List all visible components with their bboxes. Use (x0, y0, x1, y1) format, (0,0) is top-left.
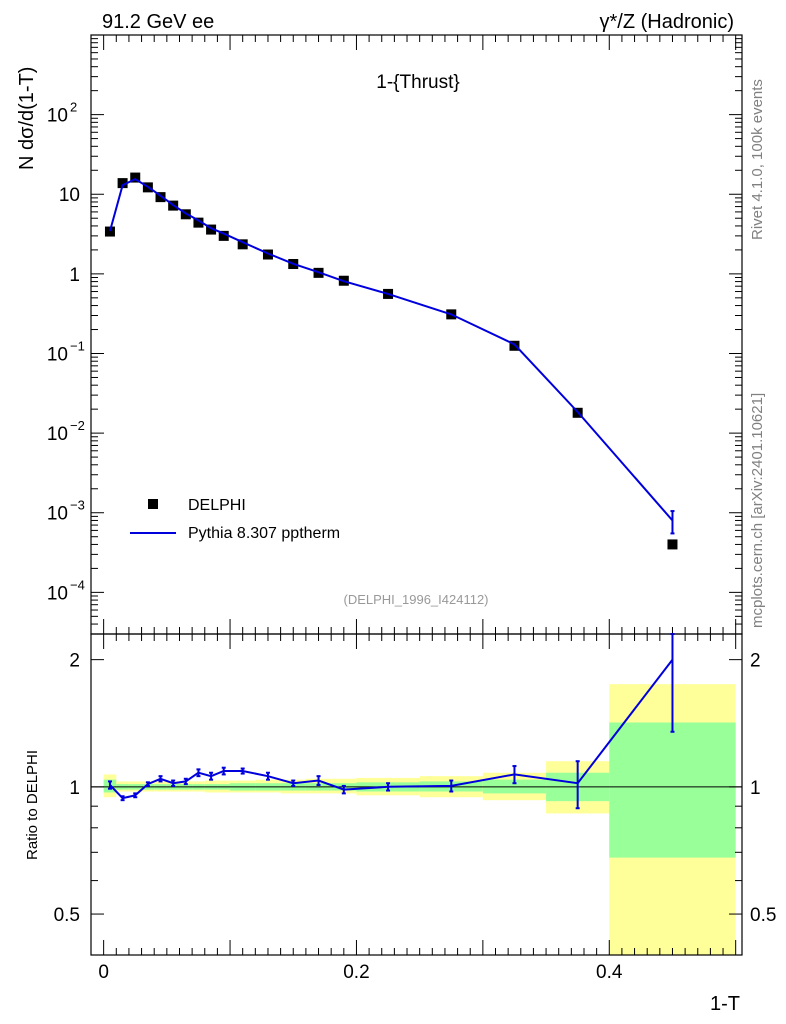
data-point-delphi (193, 217, 204, 228)
legend-data-marker (148, 499, 158, 509)
ratio-axis-ticks: 0 0.2 0.4 0.5 0.5 1 1 2 2 (54, 634, 776, 983)
rivet-label: Rivet 4.1.0, 100k events (749, 79, 766, 240)
source-label: mcplots.cern.ch [arXiv:2401.10621] (749, 393, 766, 628)
x-tick-label: 0.2 (343, 962, 369, 983)
main-y-tick-label: 10 (47, 106, 68, 127)
data-point-delphi (206, 224, 217, 235)
legend-mc-label: Pythia 8.307 pptherm (188, 525, 340, 542)
main-y-tick-exponent: −3 (70, 498, 85, 513)
data-point-delphi (155, 192, 166, 203)
main-y-tick-exponent: 2 (70, 100, 77, 115)
main-data-marks (104, 172, 678, 550)
x-tick-label: 0 (98, 962, 109, 983)
main-y-tick-label: 10 (47, 344, 68, 365)
main-y-label: N dσ/d(1-T) (16, 67, 38, 170)
main-y-tick-label: 10 (47, 504, 68, 525)
ratio-y-tick-label-right: 2 (750, 651, 761, 672)
chart-title: 1-{Thrust} (376, 72, 459, 93)
main-y-tick-label: 10 (47, 583, 68, 604)
ratio-frame-rect (90, 633, 743, 956)
mc-series-line (109, 177, 674, 522)
data-point-delphi (117, 178, 128, 189)
x-tick-label: 0.4 (596, 962, 623, 983)
ratio-band-green (609, 722, 736, 858)
ratio-y-tick-label: 2 (69, 651, 80, 672)
ratio-y-tick-label-right: 1 (750, 778, 761, 799)
ratio-uncertainty-bands (103, 684, 736, 955)
main-y-tick-exponent: −4 (70, 577, 85, 592)
x-axis-label: 1-T (710, 993, 740, 1015)
ratio-y-tick-label-right: 0.5 (750, 905, 776, 926)
main-y-tick-exponent: −2 (70, 418, 85, 433)
legend: DELPHI Pythia 8.307 pptherm (130, 497, 340, 542)
analysis-tag: (DELPHI_1996_I424112) (343, 592, 488, 607)
energy-label: 91.2 GeV ee (102, 11, 214, 33)
data-point-delphi (218, 230, 229, 241)
ratio-data-marks (107, 633, 675, 810)
process-label: γ*/Z (Hadronic) (600, 11, 734, 33)
data-point-delphi (237, 239, 248, 250)
legend-data-label: DELPHI (188, 497, 246, 514)
ratio-series-line (109, 658, 674, 800)
ratio-y-label: Ratio to DELPHI (24, 750, 41, 860)
ratio-y-tick-label: 0.5 (54, 905, 80, 926)
data-point-delphi (667, 539, 678, 550)
data-point-delphi (130, 172, 141, 183)
main-frame-rect (90, 34, 743, 635)
main-y-tick-label: 10 (59, 185, 80, 206)
main-y-tick-label: 1 (69, 265, 80, 286)
data-point-delphi (104, 226, 115, 237)
ratio-y-tick-label: 1 (69, 778, 80, 799)
main-y-tick-exponent: −1 (70, 338, 85, 353)
main-panel-frame (90, 34, 743, 635)
main-y-tick-label: 10 (47, 424, 68, 445)
